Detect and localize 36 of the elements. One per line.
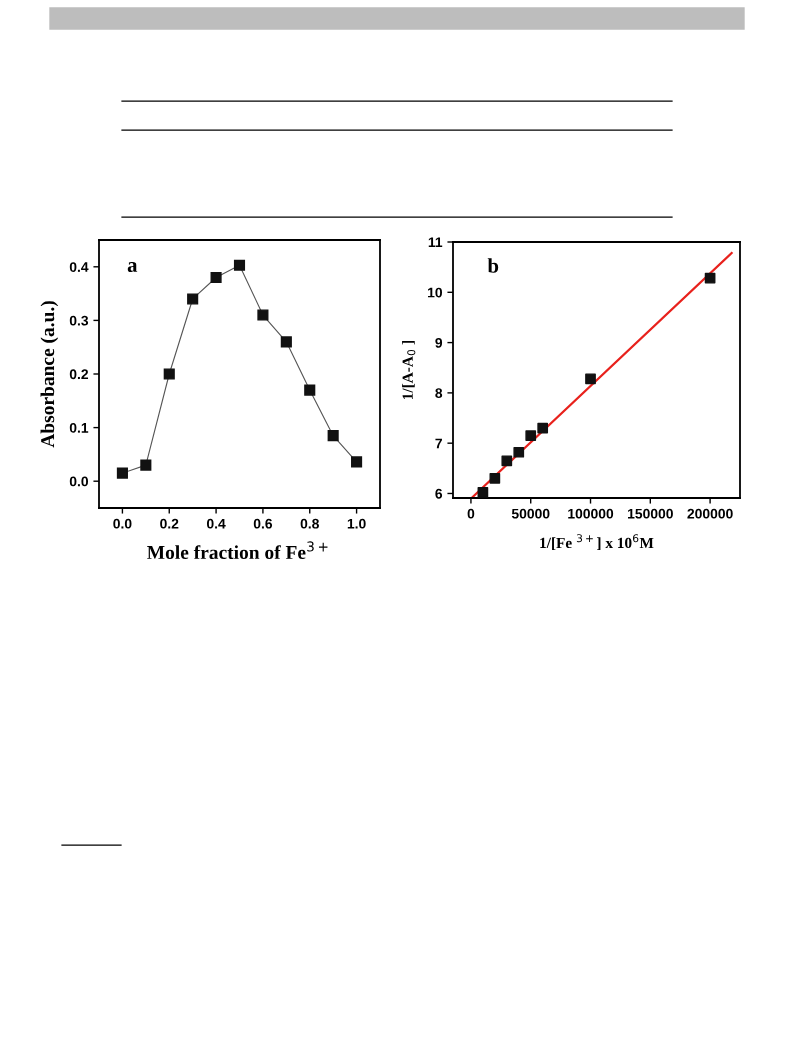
x-tick-label: 100000 [568,508,614,519]
y-tick-label: 11 [428,237,443,248]
x-axis-title: 1/[Fe $^{3+}$] x 10$^{6}$M [540,534,654,550]
y-tick-label: 0.0 [69,476,89,487]
x-tick-label: 50000 [511,508,550,519]
point [489,473,501,484]
y-tick-label: 0.4 [69,262,89,272]
x-tick-label: 0.6 [253,518,273,529]
x-tick-label: 200000 [687,508,733,519]
point [525,430,537,441]
x-tick-label: 0.4 [206,518,226,529]
x-tick-label: 0 [467,508,475,519]
y-tick-label: 9 [435,337,443,348]
x-tick-label: 1.0 [347,518,366,529]
point [537,422,549,434]
point [501,455,513,467]
y-tick-label: 0.3 [69,315,89,326]
x-tick-label: 0.8 [300,518,319,529]
y-tick-label: 8 [435,388,443,399]
x-tick-label: 0.2 [160,518,179,529]
point [477,487,489,498]
x-axis-title: Mole fraction of Fe$^{3+}$ [147,541,328,560]
y-tick-label: 0.2 [69,369,89,380]
y-axis-title: Absorbance (a.u.) [40,301,59,448]
y-axis-title: 1/[A-A$_{0}$ ] [402,340,416,400]
point [704,272,716,284]
annotation: b [487,258,499,273]
x-tick-label: 150000 [628,508,673,519]
y-tick-label: 6 [435,488,443,499]
x-tick-label: 0.0 [113,518,132,529]
y-tick-label: 7 [435,438,442,449]
point [513,446,525,458]
y-tick-label: 10 [428,287,443,298]
annotation: a [127,262,138,273]
y-tick-label: 0.1 [69,422,89,433]
point [585,373,596,385]
